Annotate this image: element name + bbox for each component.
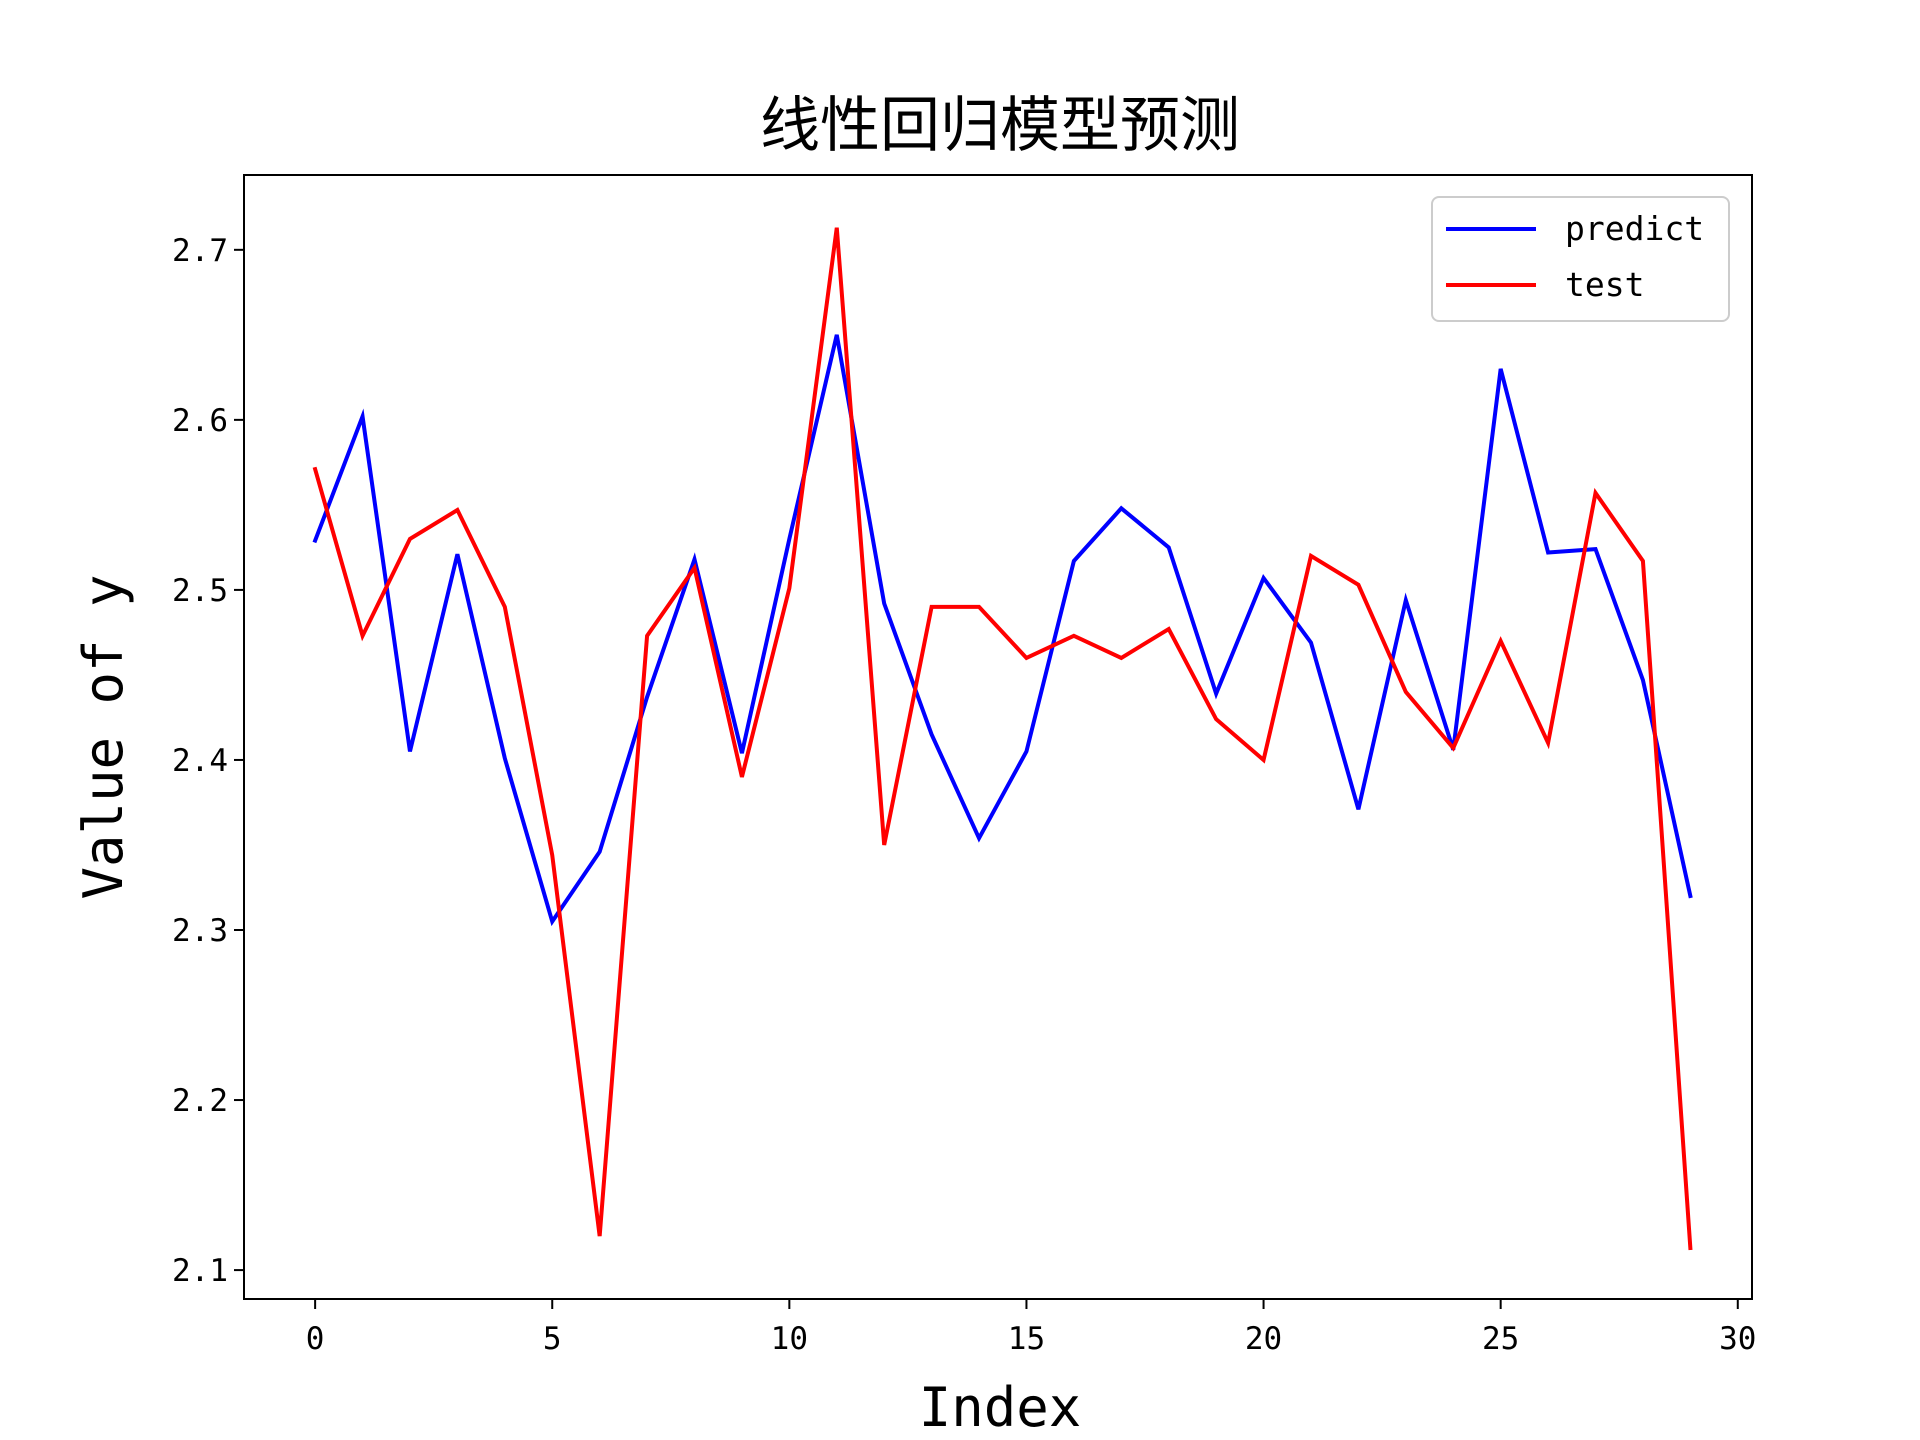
x-tick-label: 15 [1008, 1321, 1045, 1357]
x-tick-label: 0 [306, 1321, 325, 1357]
plot-frame [243, 174, 1753, 1300]
plot-area [244, 175, 1752, 1299]
x-tick-label: 10 [771, 1321, 808, 1357]
legend: predict test [1431, 196, 1730, 322]
y-tick-label: 2.7 [172, 233, 228, 269]
legend-label-predict: predict [1565, 209, 1704, 248]
legend-label-test: test [1565, 265, 1644, 304]
x-tick-label: 30 [1719, 1321, 1756, 1357]
series-layer [312, 227, 1693, 1251]
y-tick-label: 2.6 [172, 403, 228, 439]
y-tick-label: 2.1 [172, 1253, 228, 1289]
x-axis-label: Index [919, 1376, 1082, 1439]
series-line-test [312, 227, 1693, 1251]
x-tick-label: 25 [1482, 1321, 1519, 1357]
x-tick-label: 20 [1245, 1321, 1282, 1357]
y-tick-label: 2.5 [172, 573, 228, 609]
y-tick-label: 2.4 [172, 743, 228, 779]
x-tick-label: 5 [543, 1321, 562, 1357]
y-axis-label: Value of y [72, 574, 135, 899]
series-line-predict [312, 334, 1693, 927]
y-tick-label: 2.2 [172, 1083, 228, 1119]
x-axis-ticks: 0 5 10 15 20 25 30 [306, 1299, 1756, 1357]
y-tick-label: 2.3 [172, 913, 228, 949]
y-axis-ticks: 2.1 2.2 2.3 2.4 2.5 2.6 2.7 [172, 233, 244, 1289]
chart-title: 线性回归模型预测 [760, 91, 1240, 161]
